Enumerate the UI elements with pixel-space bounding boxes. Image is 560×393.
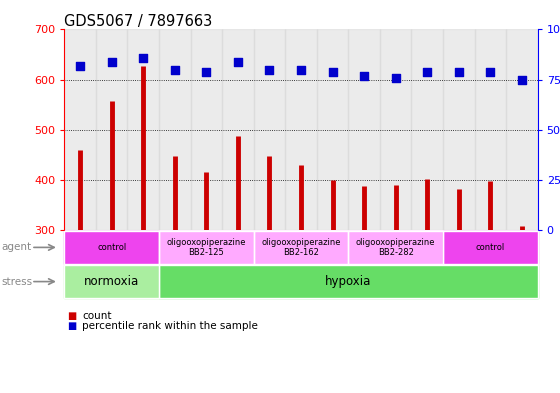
Bar (128, 29, 159, 230)
Point (170, 66, 179, 73)
Point (360, 72, 368, 79)
Text: percentile rank within the sample: percentile rank within the sample (82, 321, 258, 331)
Bar (380, 29, 412, 230)
Bar (285, 29, 317, 230)
Text: count: count (82, 311, 112, 321)
Text: agent: agent (1, 242, 31, 252)
Point (391, 74, 400, 81)
Bar (159, 29, 190, 230)
Text: oligooxopiperazine
BB2-162: oligooxopiperazine BB2-162 (262, 238, 340, 257)
Bar (190, 29, 222, 230)
Bar (443, 29, 474, 230)
Point (423, 68, 432, 75)
Point (486, 68, 495, 75)
Point (202, 68, 211, 75)
Text: oligooxopiperazine
BB2-282: oligooxopiperazine BB2-282 (356, 238, 435, 257)
Point (108, 59, 116, 65)
Point (139, 54, 148, 61)
Text: control: control (475, 243, 505, 252)
Point (454, 68, 463, 75)
Point (517, 76, 526, 83)
Text: GDS5067 / 7897663: GDS5067 / 7897663 (64, 14, 213, 29)
Point (76, 62, 85, 69)
Point (234, 59, 242, 65)
Bar (64, 29, 96, 230)
Bar (412, 29, 443, 230)
Bar (317, 29, 348, 230)
Point (297, 66, 306, 73)
Bar (506, 29, 538, 230)
Text: control: control (97, 243, 127, 252)
Point (265, 66, 274, 73)
Text: stress: stress (1, 277, 32, 286)
Text: hypoxia: hypoxia (325, 275, 371, 288)
Bar (222, 29, 254, 230)
Bar (254, 29, 285, 230)
Text: ■: ■ (67, 321, 77, 331)
Bar (474, 29, 506, 230)
Text: normoxia: normoxia (84, 275, 139, 288)
Text: oligooxopiperazine
BB2-125: oligooxopiperazine BB2-125 (167, 238, 246, 257)
Bar (96, 29, 128, 230)
Bar (348, 29, 380, 230)
Point (328, 68, 337, 75)
Text: ■: ■ (67, 311, 77, 321)
